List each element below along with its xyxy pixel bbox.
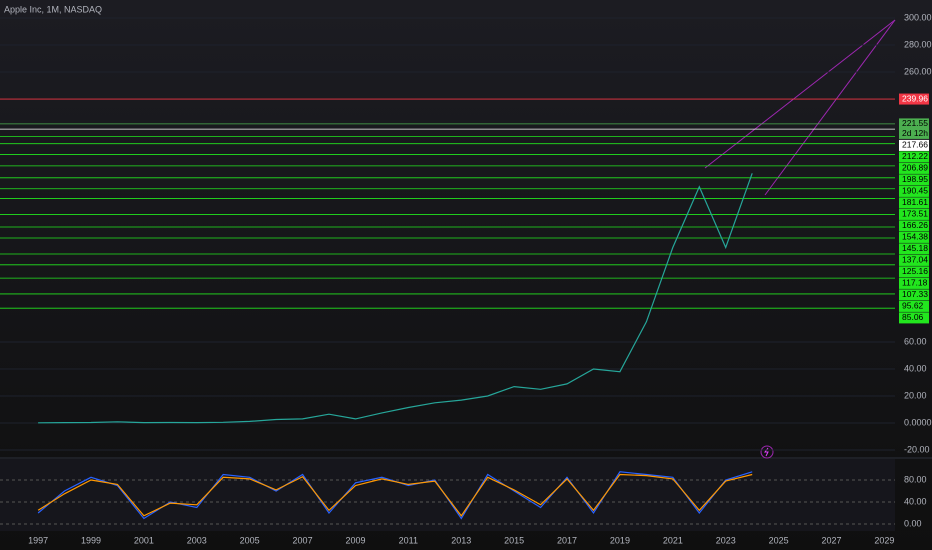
level-label: 198.95	[902, 174, 928, 184]
level-label: 212.22	[902, 151, 928, 161]
countdown: 2d 12h	[902, 128, 928, 138]
level-label: 95.62	[902, 301, 924, 311]
level-label-bg	[899, 118, 929, 130]
level-label-bg	[899, 93, 929, 105]
level-label: 190.45	[902, 186, 928, 196]
level-label-bg	[899, 254, 929, 266]
level-label: 145.18	[902, 243, 928, 253]
x-tick-label: 2017	[557, 535, 577, 545]
level-label: 206.89	[902, 163, 928, 173]
level-label: 85.06	[902, 312, 924, 322]
level-label-bg	[899, 197, 929, 209]
oscillator-panel	[0, 459, 895, 531]
level-label-bg	[899, 266, 929, 278]
y-tick-label: 300.00	[904, 12, 932, 22]
level-label: 137.04	[902, 255, 928, 265]
level-label-bg	[899, 220, 929, 232]
event-icon[interactable]	[760, 445, 774, 459]
level-label: 173.51	[902, 209, 928, 219]
x-tick-label: 2001	[134, 535, 154, 545]
x-tick-label: 2021	[663, 535, 683, 545]
level-label-bg	[899, 139, 929, 151]
level-label: 166.26	[902, 220, 928, 230]
y-tick-label: 40.00	[904, 363, 927, 373]
level-label: 221.55	[902, 118, 928, 128]
y-tick-label: 20.00	[904, 390, 927, 400]
level-label: 125.16	[902, 266, 928, 276]
level-label: 217.66	[902, 140, 928, 150]
level-label-bg	[899, 231, 929, 243]
level-label-bg	[899, 208, 929, 220]
x-tick-label: 2009	[345, 535, 365, 545]
y-tick-label: -20.00	[904, 444, 930, 454]
level-label-bg	[899, 300, 929, 312]
y-tick-label: 0.00	[904, 518, 922, 528]
x-tick-label: 2019	[610, 535, 630, 545]
countdown-bg	[899, 128, 929, 139]
x-tick-label: 1999	[81, 535, 101, 545]
level-label: 181.61	[902, 197, 928, 207]
x-tick-label: 1997	[28, 535, 48, 545]
x-tick-label: 2005	[240, 535, 260, 545]
level-label-bg	[899, 174, 929, 186]
level-label: 239.96	[902, 93, 928, 103]
level-label-bg	[899, 151, 929, 163]
x-tick-label: 2029	[874, 535, 894, 545]
x-tick-label: 2007	[293, 535, 313, 545]
level-label-bg	[899, 277, 929, 289]
x-tick-label: 2013	[451, 535, 471, 545]
level-label: 154.38	[902, 232, 928, 242]
x-tick-label: 2015	[504, 535, 524, 545]
x-tick-label: 2023	[716, 535, 736, 545]
level-label-bg	[899, 185, 929, 197]
series-line	[38, 173, 753, 424]
x-tick-label: 2027	[822, 535, 842, 545]
level-label-bg	[899, 289, 929, 301]
series-line	[37, 473, 753, 517]
y-tick-label: 260.00	[904, 66, 932, 76]
level-label: 107.33	[902, 289, 928, 299]
y-tick-label: 280.00	[904, 39, 932, 49]
chart-title: Apple Inc, 1M, NASDAQ	[4, 4, 102, 14]
y-tick-label: 80.00	[904, 474, 927, 484]
level-label-bg	[899, 243, 929, 255]
y-tick-label: 60.00	[904, 336, 927, 346]
level-label-bg	[899, 312, 929, 324]
y-tick-label: 0.0000	[904, 417, 932, 427]
x-tick-label: 2025	[769, 535, 789, 545]
x-tick-label: 2003	[187, 535, 207, 545]
x-tick-label: 2011	[399, 535, 418, 545]
y-tick-label: 40.00	[904, 496, 927, 506]
level-label: 117.18	[902, 278, 928, 288]
level-label-bg	[899, 162, 929, 174]
